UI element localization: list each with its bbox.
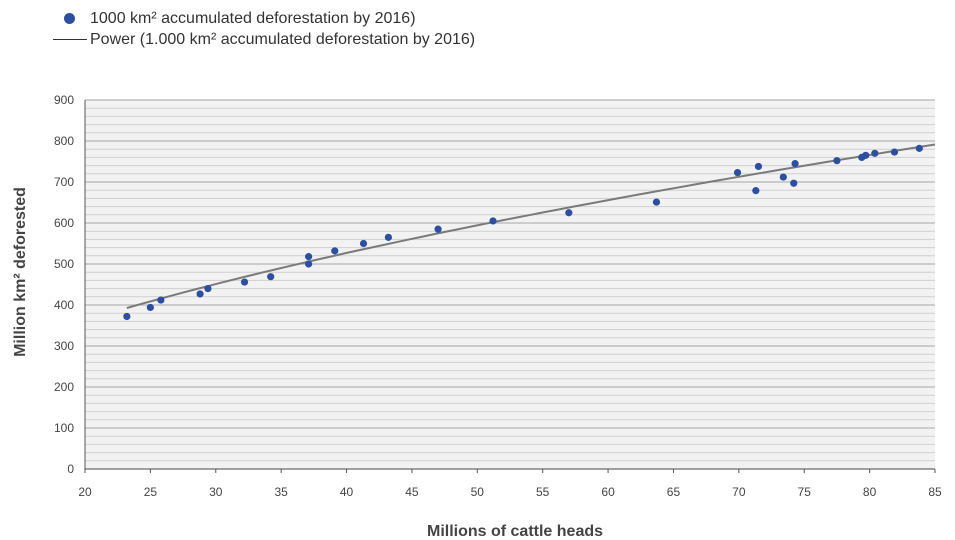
x-tick-label: 45 [405,485,419,499]
data-point[interactable] [434,225,442,233]
x-tick-label: 75 [798,485,812,499]
x-tick-label: 40 [340,485,354,499]
y-tick-label: 900 [54,93,74,107]
y-axis-title: Million km² deforested [12,187,29,357]
legend-label-trendline: Power (1.000 km² accumulated deforestati… [90,31,476,48]
x-tick-label: 50 [471,485,485,499]
y-tick-label: 400 [54,298,74,312]
data-point[interactable] [157,296,165,304]
y-tick-label: 200 [54,380,74,394]
data-point[interactable] [915,144,923,152]
gridlines [85,99,935,470]
data-point[interactable] [871,149,879,157]
data-point[interactable] [305,260,313,268]
x-tick-label: 60 [601,485,615,499]
x-tick-label: 70 [732,485,746,499]
data-point[interactable] [790,179,798,187]
data-point[interactable] [267,273,275,281]
x-tick-label: 80 [863,485,877,499]
data-point[interactable] [204,285,212,293]
data-point[interactable] [890,148,899,156]
legend-entry-trendline[interactable]: Power (1.000 km² accumulated deforestati… [53,29,476,50]
data-point[interactable] [331,247,339,255]
legend-line-icon [53,39,90,40]
y-tick-label: 0 [67,462,74,476]
data-point[interactable] [384,233,392,241]
data-point[interactable] [123,312,131,321]
x-tick-label: 20 [78,485,92,499]
data-point[interactable] [196,290,204,298]
x-tick-label: 55 [536,485,550,499]
legend-label-points: 1000 km² accumulated deforestation by 20… [90,10,416,27]
y-tick-label: 500 [54,257,74,271]
y-axis-ticks: 0 100 200 300 400 500 600 700 800 900 [54,93,74,476]
data-point[interactable] [359,239,368,248]
axes [84,100,935,470]
data-point[interactable] [779,173,787,181]
x-tick-label: 25 [144,485,158,499]
y-tick-label: 100 [54,421,74,435]
trendline [126,143,936,309]
x-axis-title: Millions of cattle heads [427,523,603,540]
data-point[interactable] [791,159,799,168]
data-point[interactable] [733,168,742,177]
data-point[interactable] [489,217,497,225]
data-point[interactable] [754,162,763,171]
x-tick-label: 35 [274,485,288,499]
y-tick-label: 300 [54,339,74,353]
x-tick-label: 65 [667,485,681,499]
data-point[interactable] [305,253,313,261]
y-tick-label: 600 [54,216,74,230]
x-tick-label: 30 [209,485,223,499]
legend-entry-points[interactable]: 1000 km² accumulated deforestation by 20… [62,8,475,29]
data-point[interactable] [752,187,760,195]
data-point[interactable] [240,278,249,286]
data-point[interactable] [833,157,841,165]
data-point[interactable] [565,209,573,217]
x-tick-label: 85 [928,485,942,499]
data-points [123,144,923,321]
data-point[interactable] [146,303,154,312]
legend-dot-icon [62,13,90,24]
y-tick-label: 700 [54,175,74,189]
data-point[interactable] [652,198,661,206]
data-point[interactable] [862,151,870,159]
x-axis-ticks: 20 25 30 35 40 45 50 55 60 65 70 75 80 85 [78,469,942,499]
legend: 1000 km² accumulated deforestation by 20… [53,8,476,50]
y-tick-label: 800 [54,134,74,148]
